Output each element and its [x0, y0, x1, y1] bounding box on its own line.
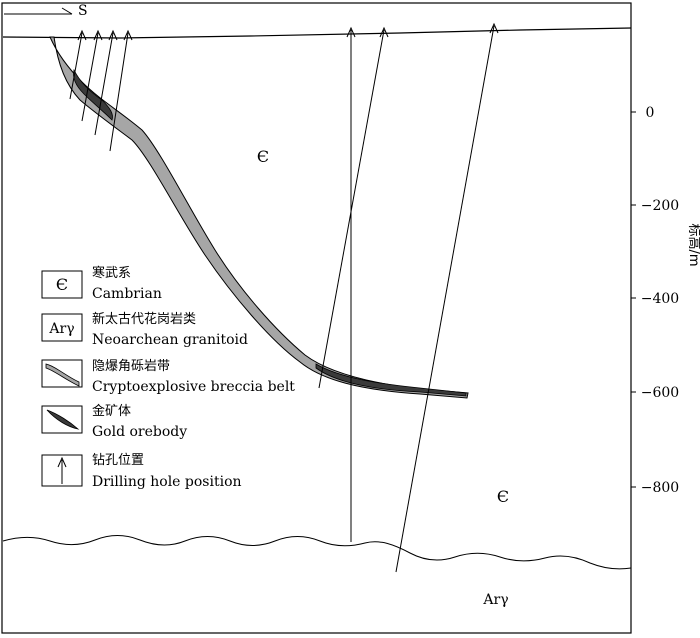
drill-hole-4	[109, 32, 129, 152]
legend-en-cambrian: Cambrian	[92, 286, 162, 302]
legend-en-gold: Gold orebody	[92, 424, 187, 440]
gold-orebody-lower	[315, 363, 467, 397]
axis-unit-label: 标高/m	[686, 223, 700, 266]
legend-cn-cambrian: 寒武系	[92, 265, 131, 281]
legend-en-drill: Drilling hole position	[92, 474, 242, 490]
legend-swatch-cambrian	[41, 270, 83, 299]
gold-orebody-upper	[73, 68, 113, 121]
drill-hole-5-arrow	[346, 26, 356, 38]
axis-tick-4: −800	[641, 480, 679, 496]
drill-hole-2-arrow	[93, 29, 103, 41]
legend: Є 寒武系 Cambrian Arγ 新太古代花岗岩类 Neoarchean g…	[41, 265, 295, 490]
drill-hole-4-arrow	[123, 29, 133, 41]
gold-orebodies	[73, 68, 467, 397]
drill-hole-6	[318, 29, 385, 389]
axis-tick-3: −600	[641, 385, 679, 401]
legend-symbol-cambrian: Є	[56, 275, 68, 294]
direction-arrow: S	[4, 3, 88, 19]
legend-en-breccia: Cryptoexplosive breccia belt	[92, 379, 295, 395]
legend-cn-breccia: 隐爆角砾岩带	[92, 359, 170, 374]
cambrian-label-upper: Є	[257, 147, 269, 166]
breccia-belt	[49, 36, 469, 399]
direction-arrow-label: S	[78, 3, 88, 19]
cambrian-label-lower: Є	[497, 487, 509, 506]
elevation-axis: 0 −200 −400 −600 −800 标高/m	[631, 105, 700, 496]
drill-hole-3-arrow	[108, 29, 118, 41]
axis-tick-1: −200	[641, 198, 679, 214]
legend-swatch-neoarchean	[41, 313, 83, 342]
drill-hole-1-arrow	[77, 29, 87, 41]
neoarchean-label: Arγ	[482, 592, 508, 608]
drill-hole-7-arrow	[489, 22, 499, 34]
drill-hole-7	[395, 25, 495, 573]
drill-hole-3	[94, 32, 114, 136]
section-frame	[1, 2, 632, 634]
legend-drill-arrow-icon	[57, 456, 67, 468]
drill-hole-1	[69, 32, 83, 100]
drill-holes	[69, 22, 499, 573]
legend-gold-icon	[46, 409, 80, 430]
drill-hole-6-arrow	[379, 26, 389, 38]
legend-cn-drill: 钻孔位置	[92, 453, 144, 468]
legend-cn-neoarchean: 新太古代花岗岩类	[92, 311, 196, 327]
axis-tick-0: 0	[646, 105, 655, 121]
legend-en-neoarchean: Neoarchean granitoid	[92, 332, 248, 348]
axis-tick-2: −400	[641, 291, 679, 307]
unconformity-line	[2, 535, 632, 570]
drill-hole-2	[81, 32, 99, 122]
legend-cn-gold: 金矿体	[92, 403, 131, 419]
legend-breccia-icon	[45, 363, 80, 387]
legend-symbol-neoarchean: Arγ	[48, 321, 74, 337]
